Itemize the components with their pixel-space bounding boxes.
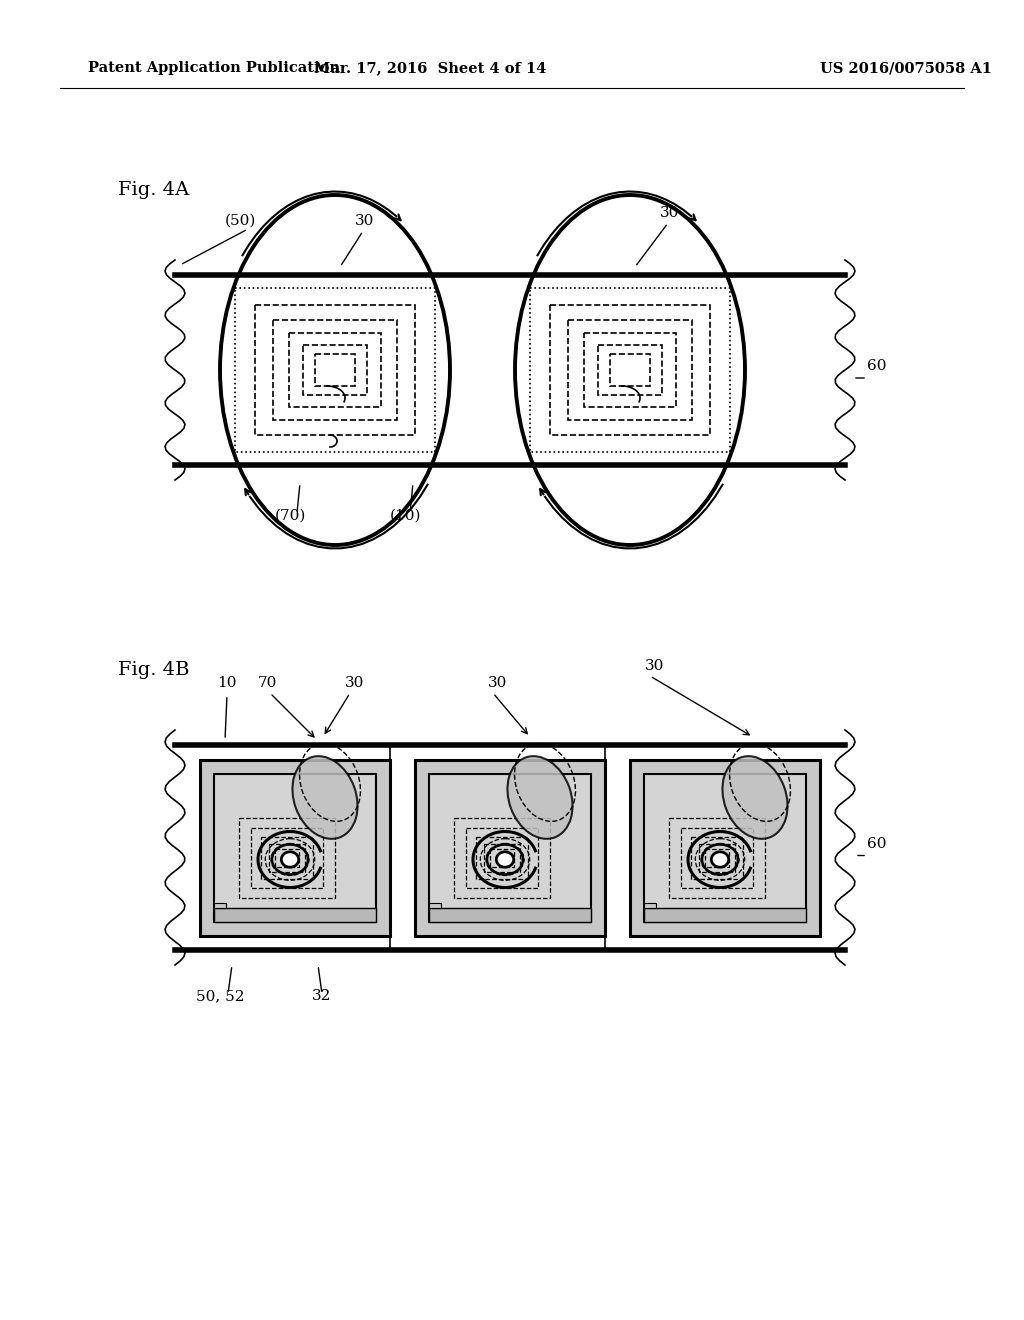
Bar [239,817,335,898]
Bar [466,828,538,887]
Text: 30: 30 [488,676,507,690]
Bar [214,908,376,921]
Bar [275,849,299,866]
Text: (10): (10) [390,510,422,523]
Bar [255,305,415,436]
Bar [261,837,313,879]
Bar [454,817,550,898]
Bar [429,908,591,921]
Text: Fig. 4B: Fig. 4B [118,661,189,678]
Bar [429,903,441,908]
Text: (50): (50) [225,214,256,228]
Bar [214,903,226,908]
Ellipse shape [712,853,728,866]
Text: 70: 70 [258,676,278,690]
Bar [644,908,806,921]
Text: (70): (70) [275,510,306,523]
Ellipse shape [282,853,298,866]
Bar [415,759,605,936]
Bar [214,774,376,921]
Bar [303,345,367,395]
Bar [550,305,710,436]
Text: Fig. 4A: Fig. 4A [118,181,189,199]
Text: Patent Application Publication: Patent Application Publication [88,61,340,75]
Bar [200,759,390,936]
Bar [598,345,662,395]
Bar [530,288,730,451]
Bar [269,843,305,871]
Bar [315,354,355,385]
Bar [251,828,323,887]
Bar [681,828,753,887]
Text: Mar. 17, 2016  Sheet 4 of 14: Mar. 17, 2016 Sheet 4 of 14 [313,61,546,75]
Text: US 2016/0075058 A1: US 2016/0075058 A1 [820,61,992,75]
Bar [691,837,743,879]
Text: 60: 60 [867,837,887,850]
Text: 10: 10 [217,676,237,690]
Ellipse shape [723,756,787,838]
Text: 30: 30 [645,659,665,673]
Text: 60: 60 [867,359,887,374]
Bar [273,319,397,420]
Text: 32: 32 [312,989,332,1003]
Text: 50, 52: 50, 52 [196,989,245,1003]
Bar [568,319,692,420]
Ellipse shape [508,756,572,838]
Bar [644,903,656,908]
Bar [630,759,820,936]
Ellipse shape [293,756,357,838]
Bar [289,333,381,407]
Bar [484,843,520,871]
Bar [699,843,735,871]
Ellipse shape [497,853,513,866]
Bar [644,774,806,921]
Bar [234,288,435,451]
Text: 30: 30 [355,214,375,228]
Bar [490,849,514,866]
Bar [429,774,591,921]
Text: 30: 30 [660,206,679,220]
Bar [584,333,676,407]
Bar [610,354,650,385]
Bar [476,837,528,879]
Bar [669,817,765,898]
Text: 30: 30 [345,676,365,690]
Bar [705,849,729,866]
